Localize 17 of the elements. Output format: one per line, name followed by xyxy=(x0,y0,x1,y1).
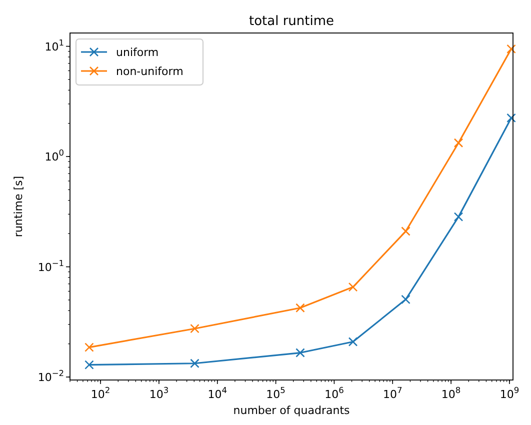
y-tick-label: 10$^{−1}$ xyxy=(38,258,64,274)
x-tick-label: 10$^{7}$ xyxy=(383,385,402,401)
x-axis-title: number of quadrants xyxy=(233,404,350,417)
y-tick-label: 10$^{0}$ xyxy=(44,148,64,164)
chart-title: total runtime xyxy=(248,14,334,29)
legend-label: uniform xyxy=(116,46,159,59)
y-tick-label: 10$^{−2}$ xyxy=(38,368,64,384)
x-tick-label: 10$^{8}$ xyxy=(441,385,461,401)
x-tick-label: 10$^{5}$ xyxy=(266,385,286,401)
x-tick-label: 10$^{4}$ xyxy=(208,385,227,401)
y-tick-label: 10$^{1}$ xyxy=(44,37,64,54)
x-tick-label: 10$^{3}$ xyxy=(149,385,169,401)
x-tick-label: 10$^{9}$ xyxy=(500,385,520,401)
y-axis-title: runtime [s] xyxy=(12,176,25,238)
x-tick-label: 10$^{6}$ xyxy=(324,385,344,401)
legend-label: non-uniform xyxy=(116,65,184,78)
x-tick-label: 10$^{2}$ xyxy=(90,385,110,401)
